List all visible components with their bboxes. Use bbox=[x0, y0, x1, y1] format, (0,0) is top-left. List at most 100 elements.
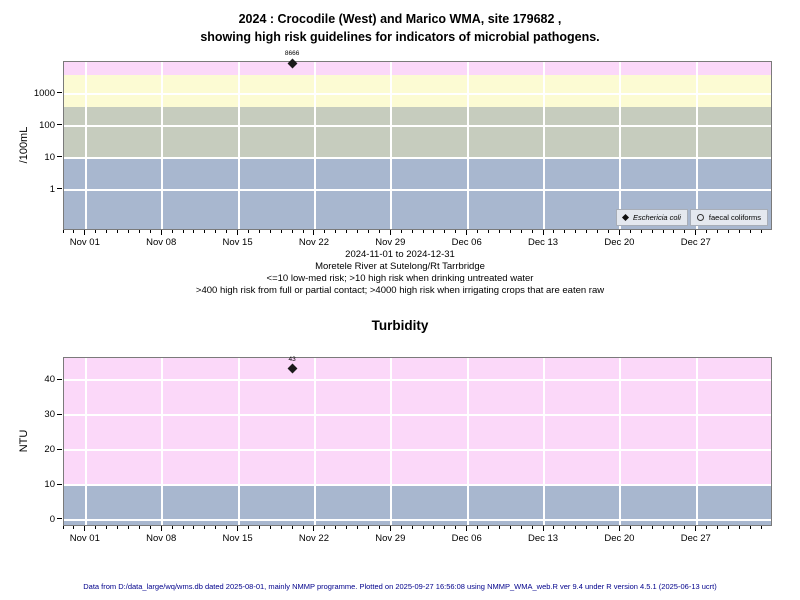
microbial-x-minor-tick bbox=[477, 230, 479, 233]
turbidity-x-minor-tick bbox=[455, 526, 457, 529]
microbial-x-tick-label: Nov 01 bbox=[69, 237, 100, 248]
turbidity-y-tick-label: 40 bbox=[44, 374, 55, 386]
microbial-x-minor-tick bbox=[378, 230, 380, 233]
microbial-x-major-tick bbox=[695, 230, 697, 235]
turbidity-h-gridline bbox=[64, 518, 771, 521]
turbidity-x-minor-tick bbox=[629, 526, 631, 529]
turbidity-x-minor-tick bbox=[215, 526, 217, 529]
turbidity-x-minor-tick bbox=[717, 526, 719, 529]
microbial-v-gridline bbox=[466, 62, 469, 229]
turbidity-x-minor-tick bbox=[411, 526, 413, 529]
turbidity-x-tick-label: Nov 15 bbox=[222, 533, 253, 544]
microbial-x-tick-label: Nov 29 bbox=[375, 237, 406, 248]
turbidity-x-minor-tick bbox=[662, 526, 664, 529]
turbidity-x-minor-tick bbox=[738, 526, 740, 529]
turbidity-x-minor-tick bbox=[117, 526, 119, 529]
turbidity-x-major-tick bbox=[389, 526, 391, 531]
turbidity-x-minor-tick bbox=[149, 526, 151, 529]
microbial-x-minor-tick bbox=[95, 230, 97, 233]
turbidity-x-minor-tick bbox=[520, 526, 522, 529]
turbidity-x-minor-tick bbox=[171, 526, 173, 529]
turbidity-x-tick-label: Dec 06 bbox=[451, 533, 482, 544]
turbidity-x-minor-tick bbox=[127, 526, 129, 529]
microbial-x-minor-tick bbox=[62, 230, 64, 233]
microbial-x-tick-label: Nov 15 bbox=[222, 237, 253, 248]
microbial-x-minor-tick bbox=[760, 230, 762, 233]
microbial-x-minor-tick bbox=[520, 230, 522, 233]
footer-text: Data from D:/data_large/wq/wms.db dated … bbox=[83, 582, 717, 591]
microbial-h-gridline bbox=[64, 124, 771, 127]
legend-item-ecoli: Eschericia coli bbox=[615, 209, 688, 226]
legend-label-faecal-coliforms: faecal coliforms bbox=[708, 213, 761, 222]
turbidity-x-minor-tick bbox=[193, 526, 195, 529]
microbial-x-tick-label: Dec 20 bbox=[604, 237, 635, 248]
microbial-v-gridline bbox=[313, 62, 316, 229]
microbial-v-gridline bbox=[237, 62, 240, 229]
turbidity-x-minor-tick bbox=[106, 526, 108, 529]
turbidity-x-minor-tick bbox=[138, 526, 140, 529]
microbial-x-minor-tick bbox=[684, 230, 686, 233]
main-title: 2024 : Crocodile (West) and Marico WMA, … bbox=[0, 10, 800, 46]
turbidity-x-minor-tick bbox=[226, 526, 228, 529]
microbial-x-minor-tick bbox=[433, 230, 435, 233]
microbial-x-minor-tick bbox=[586, 230, 588, 233]
microbial-x-minor-tick bbox=[444, 230, 446, 233]
legend: Eschericia coli faecal coliforms bbox=[615, 209, 768, 226]
turbidity-x-minor-tick bbox=[291, 526, 293, 529]
microbial-x-minor-tick bbox=[498, 230, 500, 233]
main-title-line1: 2024 : Crocodile (West) and Marico WMA, … bbox=[238, 12, 562, 26]
turbidity-x-minor-tick bbox=[640, 526, 642, 529]
turbidity-v-gridline bbox=[84, 358, 87, 525]
main-title-line2: showing high risk guidelines for indicat… bbox=[200, 30, 600, 44]
microbial-x-tick-label: Dec 27 bbox=[680, 237, 711, 248]
microbial-data-point-label: 8666 bbox=[284, 50, 300, 57]
turbidity-x-minor-tick bbox=[509, 526, 511, 529]
turbidity-x-minor-tick bbox=[564, 526, 566, 529]
turbidity-x-minor-tick bbox=[498, 526, 500, 529]
microbial-x-minor-tick bbox=[662, 230, 664, 233]
microbial-x-minor-tick bbox=[258, 230, 260, 233]
turbidity-plot-area bbox=[63, 357, 772, 526]
microbial-y-tick-label: 1000 bbox=[33, 87, 55, 99]
turbidity-y-tick-mark bbox=[57, 483, 62, 485]
microbial-x-minor-tick bbox=[204, 230, 206, 233]
turbidity-v-gridline bbox=[466, 358, 469, 525]
turbidity-x-major-tick bbox=[237, 526, 239, 531]
turbidity-x-minor-tick bbox=[378, 526, 380, 529]
turbidity-x-minor-tick bbox=[684, 526, 686, 529]
turbidity-y-tick-mark bbox=[57, 518, 62, 520]
microbial-risk-band bbox=[64, 106, 771, 158]
microbial-x-tick-label: Dec 06 bbox=[451, 237, 482, 248]
microbial-x-minor-tick bbox=[302, 230, 304, 233]
microbial-x-minor-tick bbox=[411, 230, 413, 233]
microbial-h-gridline bbox=[64, 156, 771, 159]
microbial-x-major-tick bbox=[84, 230, 86, 235]
microbial-x-minor-tick bbox=[346, 230, 348, 233]
turbidity-x-minor-tick bbox=[62, 526, 64, 529]
note-risk-drinking: <=10 low-med risk; >10 high risk when dr… bbox=[266, 273, 534, 284]
filled-diamond-icon bbox=[621, 213, 629, 222]
microbial-x-minor-tick bbox=[608, 230, 610, 233]
microbial-v-gridline bbox=[161, 62, 164, 229]
microbial-x-minor-tick bbox=[291, 230, 293, 233]
microbial-x-tick-label: Nov 08 bbox=[146, 237, 177, 248]
note-risk-contact: >400 high risk from full or partial cont… bbox=[195, 285, 605, 296]
microbial-x-minor-tick bbox=[651, 230, 653, 233]
turbidity-y-tick-label: 0 bbox=[49, 513, 55, 525]
turbidity-x-minor-tick bbox=[553, 526, 555, 529]
microbial-v-gridline bbox=[695, 62, 698, 229]
microbial-x-minor-tick bbox=[749, 230, 751, 233]
microbial-x-major-tick bbox=[389, 230, 391, 235]
microbial-x-minor-tick bbox=[357, 230, 359, 233]
microbial-x-minor-tick bbox=[597, 230, 599, 233]
microbial-x-minor-tick bbox=[171, 230, 173, 233]
microbial-x-minor-tick bbox=[455, 230, 457, 233]
turbidity-x-major-tick bbox=[84, 526, 86, 531]
turbidity-v-gridline bbox=[543, 358, 546, 525]
turbidity-v-gridline bbox=[313, 358, 316, 525]
microbial-x-minor-tick bbox=[422, 230, 424, 233]
turbidity-chart: 0 10 20 30 40 Nov 01 Nov 08 Nov 15 Nov 22 Nov 29 D… bbox=[44, 356, 772, 544]
microbial-y-tick-mark bbox=[57, 188, 62, 190]
microbial-y-tick-label: 10 bbox=[44, 151, 55, 163]
microbial-v-gridline bbox=[390, 62, 393, 229]
